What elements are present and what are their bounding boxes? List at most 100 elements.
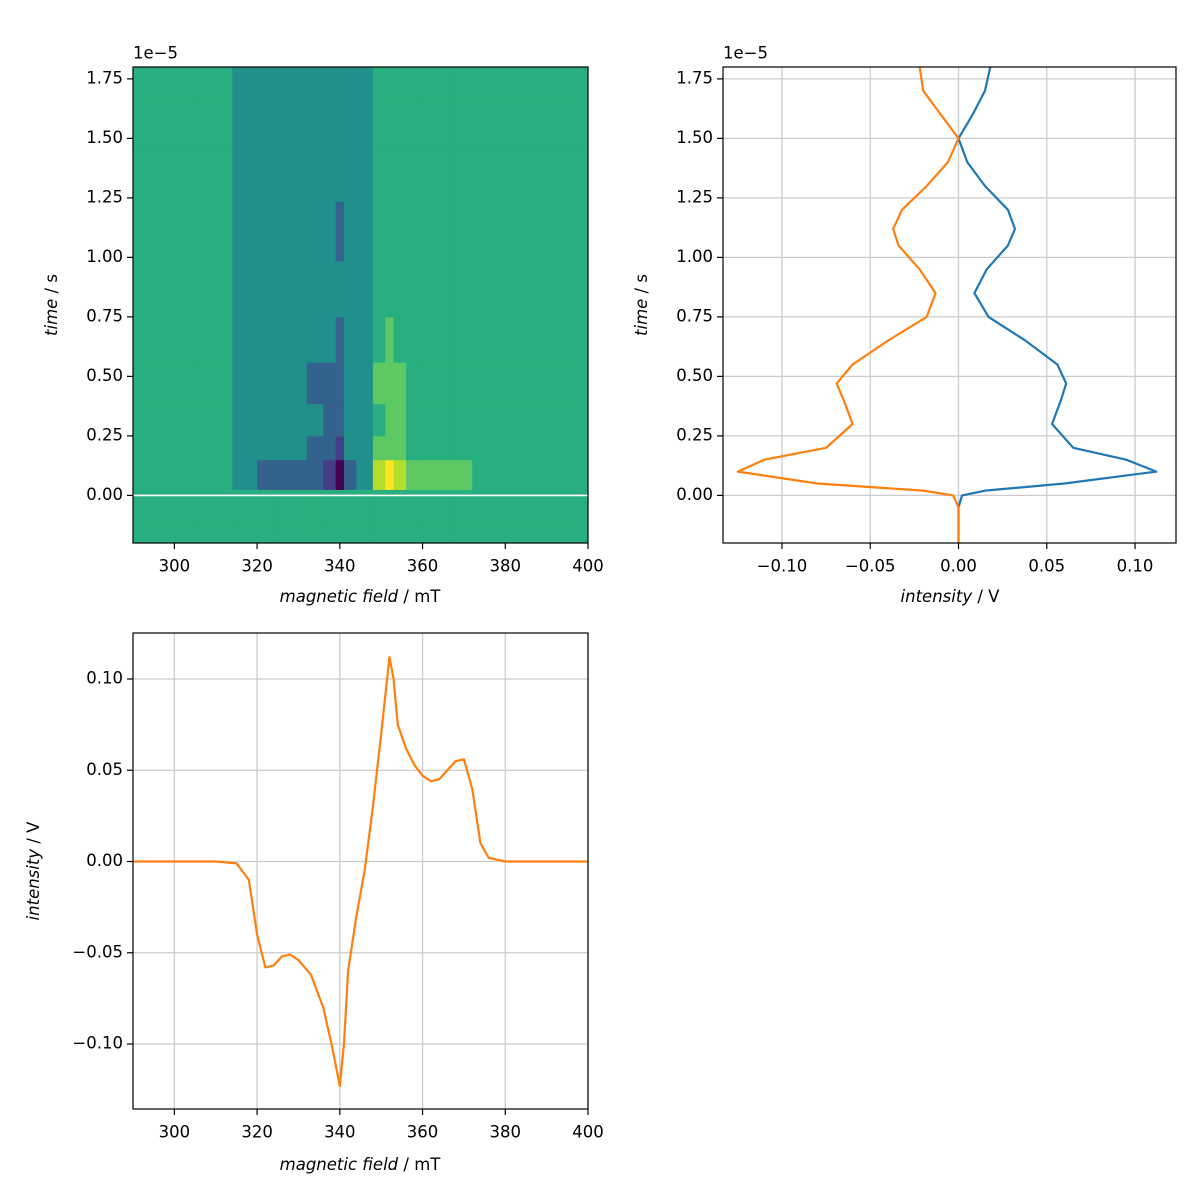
contour-cell — [306, 489, 324, 526]
axes-frame — [722, 66, 1177, 544]
subplot: 300 320 340 360 380 400 0.00 0.25 0.50 0.75 1.00 1.… — [42, 44, 604, 606]
contour-cell — [422, 403, 440, 437]
contour-cell — [335, 67, 345, 98]
contour-cell — [393, 525, 407, 544]
contour-cell — [323, 362, 337, 405]
x-tick-label: 340 — [324, 557, 356, 576]
contour-cell — [525, 362, 568, 405]
contour-cell — [257, 459, 275, 490]
contour-cell — [439, 362, 457, 405]
contour-cell — [232, 525, 258, 544]
axis-label-quantity: time — [632, 299, 651, 336]
contour-cell — [393, 362, 407, 405]
contour-cell — [257, 150, 275, 202]
contour-cell — [393, 67, 407, 98]
contour-cell — [439, 316, 457, 363]
contour-cell — [133, 316, 155, 363]
contour-cell — [385, 459, 395, 490]
contour-cell — [323, 150, 337, 202]
y-tick-label: 1.50 — [86, 128, 123, 147]
contour-cell — [257, 525, 275, 544]
contour-cell — [385, 403, 395, 437]
contour-cell — [335, 403, 345, 437]
contour-cell — [525, 459, 568, 490]
contour-cell — [393, 403, 407, 437]
contour-cell — [492, 150, 527, 202]
contour-cell — [472, 150, 494, 202]
contour-cell — [492, 403, 527, 437]
contour-cell — [195, 67, 233, 98]
contour-cell — [290, 362, 308, 405]
contour-cell — [232, 260, 258, 318]
contour-cell — [232, 403, 258, 437]
contour-cell — [393, 489, 407, 526]
axis-label-unit: / s — [42, 274, 61, 299]
contour-cell — [567, 67, 589, 98]
contour-cell — [567, 459, 589, 490]
contour-cell — [133, 489, 155, 526]
contour-cell — [385, 96, 395, 151]
y-tick-label: 0.75 — [86, 306, 123, 325]
contour-cell — [290, 67, 308, 98]
x-tick-label: 360 — [407, 1123, 439, 1142]
contour-cell — [372, 435, 386, 461]
contour-cell — [492, 435, 527, 461]
contour-cell — [273, 96, 291, 151]
contour-cell — [306, 403, 324, 437]
contour-cell — [306, 150, 324, 202]
contour-cell — [153, 96, 196, 151]
contour-cell — [356, 403, 374, 437]
contour-cell — [273, 525, 291, 544]
contour-cell — [356, 96, 374, 151]
contour-cell — [335, 201, 345, 262]
contour-cell — [492, 525, 527, 544]
contour-cell — [422, 67, 440, 98]
x-tick-label: 0.10 — [1117, 557, 1154, 576]
contour-cell — [335, 459, 345, 490]
y-axis-label: intensity / V — [24, 821, 43, 921]
contour-cell — [406, 316, 424, 363]
contour-cell — [385, 525, 395, 544]
contour-cell — [195, 362, 233, 405]
contour-cell — [133, 96, 155, 151]
contour-cell — [525, 435, 568, 461]
contour-cell — [422, 260, 440, 318]
contour-cell — [323, 260, 337, 318]
contour-cell — [372, 362, 386, 405]
axis-label-unit: / V — [972, 587, 1000, 606]
contour-cell — [133, 435, 155, 461]
contour-cell — [306, 435, 324, 461]
contour-cell — [393, 316, 407, 363]
x-tick-label: −0.10 — [757, 557, 808, 576]
x-axis-label: magnetic field / mT — [280, 1155, 442, 1174]
contour-cell — [290, 459, 308, 490]
contour-cell — [406, 362, 424, 405]
subplot: 300 320 340 360 380 400 −0.10 −0.05 0.00 0.05 0.10… — [24, 632, 604, 1174]
contour-cell — [525, 150, 568, 202]
contour-cell — [567, 150, 589, 202]
contour-cell — [422, 459, 440, 490]
contour-cell — [385, 316, 395, 363]
contour-cell — [356, 316, 374, 363]
contour-cell — [472, 316, 494, 363]
contour-cell — [439, 435, 457, 461]
contour-cell — [343, 201, 357, 262]
x-tick-label: 340 — [324, 1123, 356, 1142]
contour-cell — [492, 67, 527, 98]
contour-cell — [455, 489, 473, 526]
contour-cell — [133, 150, 155, 202]
contour-cell — [372, 459, 386, 490]
contour-cell — [492, 260, 527, 318]
contour-cell — [372, 403, 386, 437]
x-tick-label: 0.05 — [1028, 557, 1065, 576]
contour-cell — [393, 201, 407, 262]
contour-cell — [232, 67, 258, 98]
contour-cell — [455, 96, 473, 151]
contour-cell — [393, 150, 407, 202]
contour-cell — [385, 362, 395, 405]
contour-cell — [153, 525, 196, 544]
contour-cell — [472, 201, 494, 262]
y-tick-label: 1.00 — [676, 247, 713, 266]
contour-cell — [406, 489, 424, 526]
